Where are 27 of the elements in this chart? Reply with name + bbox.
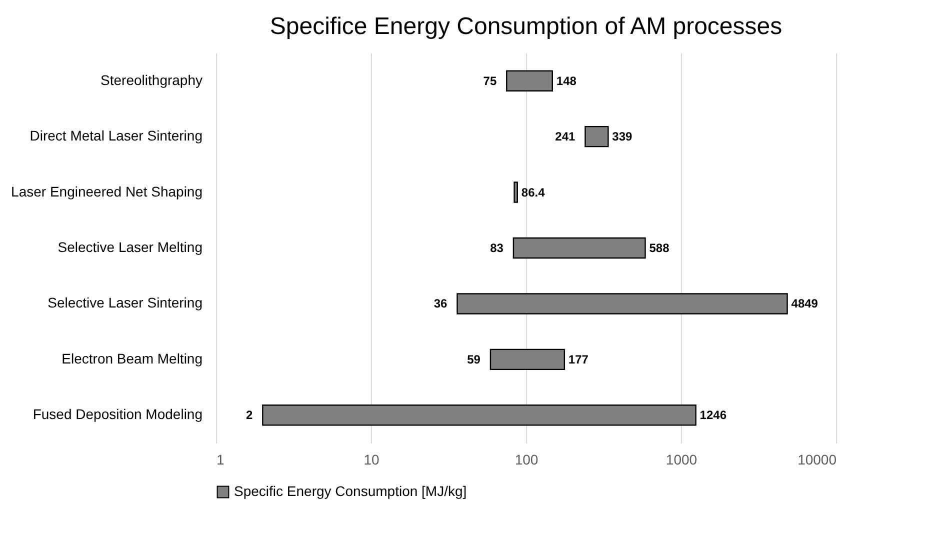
annotation: 148	[556, 74, 577, 88]
annotation: 59	[467, 352, 481, 366]
y-tick-label: Laser Engineered Net Shaping	[11, 183, 202, 200]
x-tick-label: 10	[364, 452, 380, 468]
legend-label: Specific Energy Consumption [MJ/kg]	[234, 483, 467, 499]
y-tick-label: Selective Laser Sintering	[48, 294, 202, 311]
annotation: 83	[490, 241, 504, 255]
x-tick-label: 100	[514, 452, 538, 468]
y-tick-label: Direct Metal Laser Sintering	[30, 128, 202, 144]
x-tick-label: 1	[216, 452, 224, 468]
annotation: 86.4	[521, 185, 546, 200]
y-tick-label: Stereolithgraphy	[100, 72, 202, 88]
annotation: 4849	[791, 296, 818, 311]
x-tick-label: 10000	[798, 452, 837, 468]
annotation: 1246	[700, 408, 727, 422]
annotation: 588	[649, 241, 670, 255]
annotation: 177	[568, 352, 589, 366]
y-tick-label: Fused Deposition Modeling	[32, 406, 202, 422]
annotation: 241	[555, 130, 576, 144]
annotation: 339	[612, 130, 633, 144]
annotation: 36	[434, 296, 448, 311]
annotation: 75	[483, 74, 497, 88]
chart-title: Specifice Energy Consumption of AM processes	[270, 13, 782, 40]
y-tick-label: Electron Beam Melting	[62, 350, 202, 366]
annotation: 2	[246, 408, 253, 422]
x-tick-label: 1000	[666, 452, 698, 468]
y-tick-label: Selective Laser Melting	[58, 239, 202, 255]
